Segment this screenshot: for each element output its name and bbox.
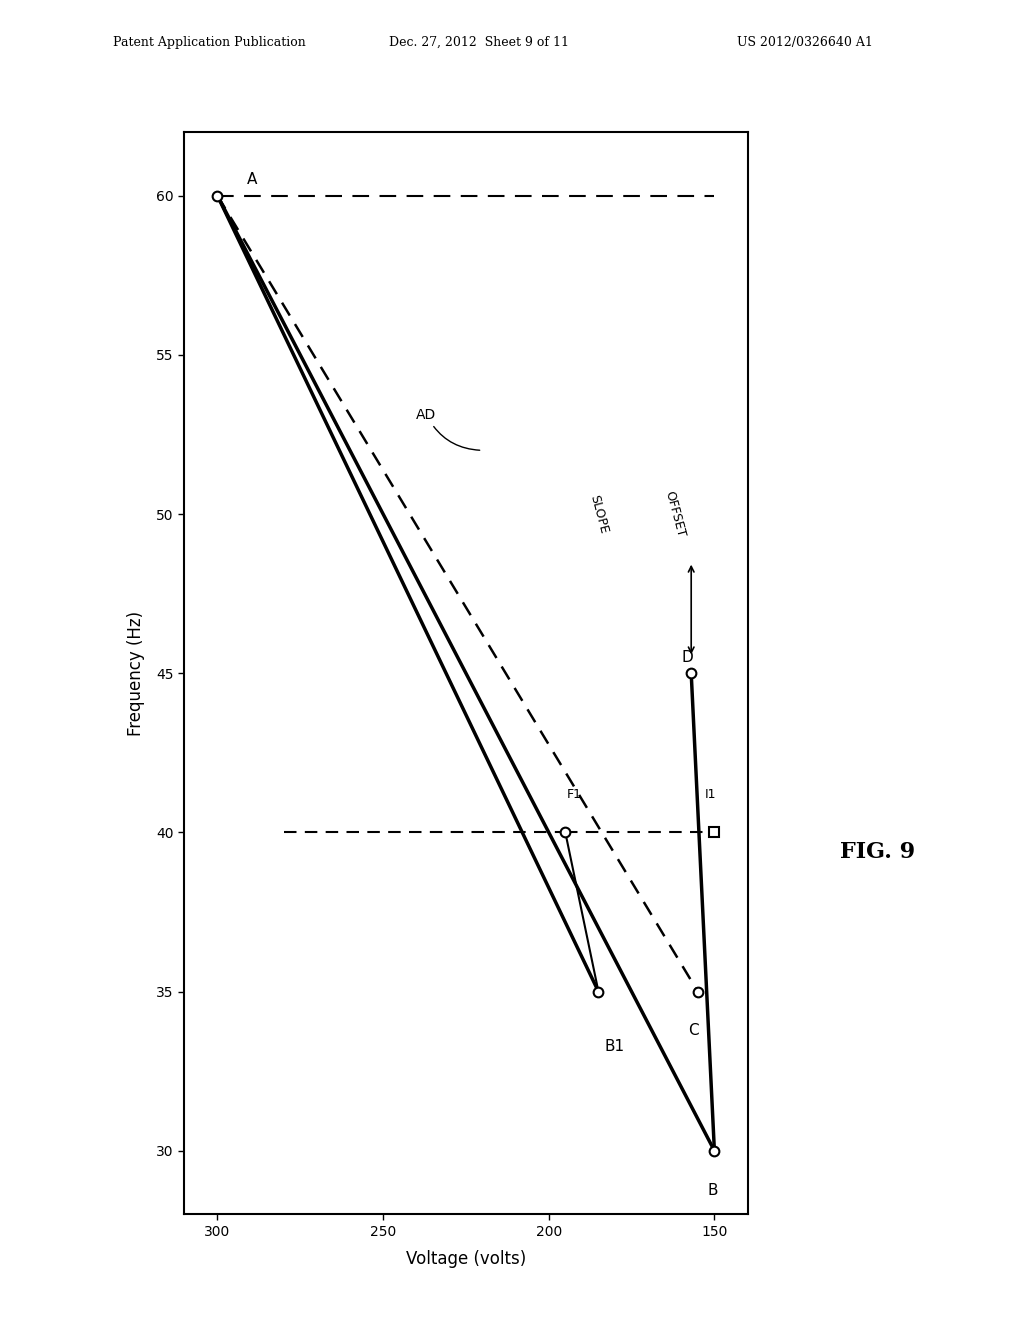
Text: B1: B1 (605, 1039, 625, 1055)
Text: FIG. 9: FIG. 9 (840, 841, 914, 863)
Text: F1: F1 (567, 788, 582, 800)
Y-axis label: Frequency (Hz): Frequency (Hz) (127, 611, 145, 735)
Text: Patent Application Publication: Patent Application Publication (113, 36, 305, 49)
Text: C: C (688, 1023, 698, 1039)
X-axis label: Voltage (volts): Voltage (volts) (406, 1250, 526, 1269)
Text: Dec. 27, 2012  Sheet 9 of 11: Dec. 27, 2012 Sheet 9 of 11 (389, 36, 569, 49)
Text: AD: AD (416, 408, 479, 450)
Text: US 2012/0326640 A1: US 2012/0326640 A1 (737, 36, 873, 49)
Text: B: B (708, 1183, 718, 1197)
Text: OFFSET: OFFSET (663, 490, 687, 539)
Text: I1: I1 (705, 788, 716, 800)
Text: D: D (681, 649, 693, 665)
Text: SLOPE: SLOPE (587, 494, 610, 535)
Text: A: A (247, 172, 257, 187)
